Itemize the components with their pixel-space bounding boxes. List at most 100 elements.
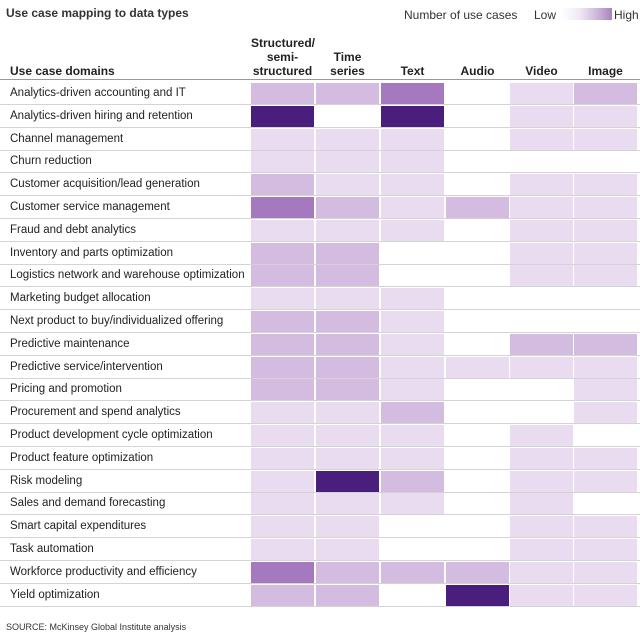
row-divider — [0, 149, 640, 151]
table-row: Task automation — [0, 538, 640, 561]
heat-cell-video — [510, 356, 573, 378]
heat-cell-structured — [251, 584, 314, 606]
heat-cell-timeseries — [316, 242, 379, 264]
heat-cell-structured — [251, 242, 314, 264]
heat-cell-structured — [251, 128, 314, 150]
heat-cell-audio — [446, 242, 509, 264]
heat-cell-structured — [251, 197, 314, 218]
use-case-label: Sales and demand forecasting — [10, 497, 166, 510]
heat-cell-video — [510, 311, 573, 332]
heat-cell-image — [574, 356, 637, 378]
use-case-label: Logistics network and warehouse optimiza… — [10, 269, 245, 282]
heat-cell-video — [510, 402, 573, 424]
heat-cell-structured — [251, 219, 314, 241]
row-divider — [0, 446, 640, 447]
heat-cell-image — [574, 197, 637, 218]
heat-cell-audio — [446, 493, 509, 515]
heat-cell-timeseries — [316, 219, 379, 241]
heat-cell-text — [381, 311, 444, 332]
row-divider — [0, 263, 640, 265]
table-row: Risk modeling — [0, 470, 640, 493]
heat-cell-audio — [446, 265, 509, 287]
heat-cell-timeseries — [316, 493, 379, 515]
heat-cell-structured — [251, 265, 314, 287]
heat-cell-text — [381, 425, 444, 446]
use-case-label: Risk modeling — [10, 474, 83, 487]
table-row: Smart capital expenditures — [0, 515, 640, 539]
heat-cell-audio — [446, 402, 509, 424]
heat-cell-timeseries — [316, 288, 379, 310]
row-divider — [0, 240, 640, 242]
heat-cell-image — [574, 265, 637, 287]
heat-cell-video — [510, 105, 573, 127]
use-case-label: Analytics-driven hiring and retention — [10, 109, 193, 122]
heat-cell-audio — [446, 174, 509, 196]
heat-cell-text — [381, 379, 444, 401]
use-case-label: Analytics-driven accounting and IT — [10, 87, 186, 99]
heat-cell-timeseries — [316, 425, 379, 446]
heat-cell-text — [381, 402, 444, 424]
heat-cell-structured — [251, 470, 314, 492]
use-case-label: Customer service management — [10, 201, 170, 213]
heat-cell-video — [510, 447, 573, 469]
heat-cell-image — [574, 333, 637, 355]
column-header-audio: Audio — [446, 64, 509, 78]
heat-cell-video — [510, 219, 573, 241]
heat-cell-video — [510, 174, 573, 196]
use-case-label: Product development cycle optimization — [10, 429, 213, 441]
heat-cell-text — [381, 174, 444, 196]
table-row: Analytics-driven accounting and IT — [0, 82, 640, 105]
heat-cell-structured — [251, 425, 314, 446]
heat-cell-text — [381, 470, 444, 492]
heat-cell-audio — [446, 379, 509, 401]
heat-cell-structured — [251, 311, 314, 332]
heat-cell-text — [381, 265, 444, 287]
heat-cell-image — [574, 311, 637, 332]
heat-cell-audio — [446, 288, 509, 310]
row-divider — [0, 309, 640, 311]
heat-cell-image — [574, 470, 637, 492]
heat-cell-video — [510, 128, 573, 150]
table-row: Analytics-driven hiring and retention — [0, 105, 640, 128]
heat-cell-image — [574, 83, 637, 104]
heat-cell-structured — [251, 105, 314, 127]
column-header-timeseries: Time series — [316, 50, 379, 78]
table-row: Channel management — [0, 128, 640, 151]
heat-cell-timeseries — [316, 470, 379, 492]
heat-cell-text — [381, 356, 444, 378]
use-case-label: Workforce productivity and efficiency — [10, 565, 197, 578]
row-header: Use case domains — [10, 64, 115, 78]
heat-cell-timeseries — [316, 402, 379, 424]
heat-cell-video — [510, 83, 573, 104]
heat-cell-timeseries — [316, 584, 379, 606]
column-header-line: Image — [588, 64, 623, 78]
row-divider — [0, 468, 640, 470]
heat-cell-timeseries — [316, 379, 379, 401]
column-header-structured: Structured/semi-structured — [251, 36, 316, 78]
heat-cell-text — [381, 83, 444, 104]
heat-cell-timeseries — [316, 174, 379, 196]
use-case-label: Procurement and spend analytics — [10, 406, 181, 419]
row-divider — [0, 582, 640, 584]
heat-cell-audio — [446, 584, 509, 606]
column-header-image: Image — [574, 64, 637, 78]
row-divider — [0, 605, 640, 607]
heat-cell-audio — [446, 539, 509, 560]
header-rule — [0, 79, 640, 80]
row-divider — [0, 400, 640, 402]
heat-cell-video — [510, 265, 573, 287]
use-case-label: Yield optimization — [10, 588, 100, 601]
row-divider — [0, 195, 640, 197]
heat-cell-text — [381, 128, 444, 150]
chart-title: Use case mapping to data types — [6, 6, 189, 20]
use-case-label: Inventory and parts optimization — [10, 246, 174, 259]
legend-high-label: High — [612, 8, 639, 22]
column-header-line: Structured/ — [251, 36, 316, 50]
row-divider — [0, 332, 640, 333]
row-divider — [0, 514, 640, 516]
table-row: Predictive maintenance — [0, 333, 640, 356]
heat-cell-structured — [251, 333, 314, 355]
column-header-line: series — [330, 64, 365, 78]
heat-cell-timeseries — [316, 128, 379, 150]
row-divider — [0, 172, 640, 174]
